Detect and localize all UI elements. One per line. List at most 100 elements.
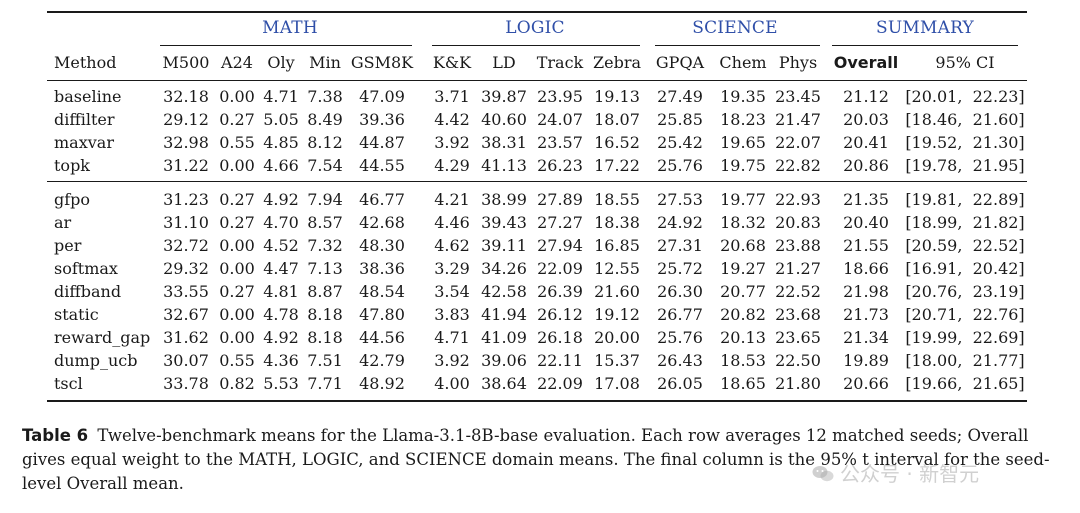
header-method: Method [54,53,117,72]
table-cell: 4.52 [263,236,299,255]
table-cell: 3.29 [434,259,470,278]
table-cell: 25.76 [657,328,703,347]
row-method: diffband [54,282,122,301]
table-cell: 8.49 [307,110,343,129]
table-cell: 40.60 [481,110,527,129]
table-cell: 4.47 [263,259,299,278]
column-header: LD [492,53,516,72]
group-title-science: SCIENCE [692,18,778,38]
table-cell: 4.66 [263,156,299,175]
table-cell: 38.99 [481,190,527,209]
table-cell: 32.18 [163,87,209,106]
table-cell: 0.00 [219,328,255,347]
row-method: ar [54,213,72,232]
table-cell: 42.79 [359,351,405,370]
table-cell: 20.66 [843,374,889,393]
table-cell: 0.55 [219,351,255,370]
column-header: Track [536,53,584,72]
table-cell: 18.65 [720,374,766,393]
table-cell: 25.85 [657,110,703,129]
table-cell: 19.12 [594,305,640,324]
table-cell: 24.92 [657,213,703,232]
table-cell: 23.95 [537,87,583,106]
table-cell: [20.71, 22.76] [905,305,1025,324]
table-cell: 4.36 [263,351,299,370]
table-cell: 0.00 [219,156,255,175]
table-cell: 23.57 [537,133,583,152]
column-header: Overall [833,53,899,72]
table-cell: 18.53 [720,351,766,370]
table-cell: 3.92 [434,351,470,370]
table-cell: 27.31 [657,236,703,255]
table-cell: 48.92 [359,374,405,393]
column-header: GSM8K [350,53,414,72]
table-cell: 7.32 [307,236,343,255]
table-cell: 20.13 [720,328,766,347]
column-header: Phys [778,53,818,72]
table-cell: 47.09 [359,87,405,106]
table-cell: 26.18 [537,328,583,347]
table-cell: 23.88 [775,236,821,255]
column-header: A24 [221,53,253,72]
table-cell: 24.07 [537,110,583,129]
table-cell: 22.07 [775,133,821,152]
table-cell: 4.21 [434,190,470,209]
table-cell: 18.32 [720,213,766,232]
table-cell: 23.68 [775,305,821,324]
table-cell: 4.92 [263,328,299,347]
table-cell: 4.85 [263,133,299,152]
table-cell: [20.01, 22.23] [905,87,1025,106]
table-cell: 20.00 [594,328,640,347]
table-cell: 0.27 [219,282,255,301]
column-header: Chem [719,53,767,72]
table-cell: [19.78, 21.95] [905,156,1025,175]
table-cell: 47.80 [359,305,405,324]
table-cell: 0.27 [219,213,255,232]
table-cell: 3.92 [434,133,470,152]
table-cell: 4.71 [434,328,470,347]
table-cell: 25.72 [657,259,703,278]
table-cell: 8.18 [307,305,343,324]
table-cell: 21.55 [843,236,889,255]
table-cell: 16.52 [594,133,640,152]
table-cell: 4.62 [434,236,470,255]
table-cell: 4.92 [263,190,299,209]
table-cell: 18.38 [594,213,640,232]
table-cell: 21.98 [843,282,889,301]
table-cell: 26.23 [537,156,583,175]
table-cell: 21.73 [843,305,889,324]
table-cell: 26.12 [537,305,583,324]
table-cell: [20.76, 23.19] [905,282,1025,301]
table-cell: 27.27 [537,213,583,232]
table-cell: 8.87 [307,282,343,301]
table-cell: 33.55 [163,282,209,301]
table-cell: 15.37 [594,351,640,370]
table-cell: 22.50 [775,351,821,370]
table-cell: 19.77 [720,190,766,209]
row-method: maxvar [54,133,114,152]
header-bottom-rule [47,80,1027,81]
table-cell: 19.89 [843,351,889,370]
table-cell: 26.43 [657,351,703,370]
row-method: reward_gap [54,328,151,347]
group-line-science [655,45,820,46]
watermark-text: 公众号 · 新智元 [840,462,980,486]
table-cell: 42.58 [481,282,527,301]
table-cell: 44.55 [359,156,405,175]
table-cell: 21.27 [775,259,821,278]
table-cell: [18.46, 21.60] [905,110,1025,129]
table-cell: 4.71 [263,87,299,106]
table-top-rule [47,11,1027,13]
table-cell: 26.30 [657,282,703,301]
table-cell: 0.00 [219,259,255,278]
table-cell: 21.34 [843,328,889,347]
table-cell: 21.12 [843,87,889,106]
table-cell: 31.10 [163,213,209,232]
table-cell: 22.11 [537,351,583,370]
table-cell: 7.38 [307,87,343,106]
table-cell: 38.36 [359,259,405,278]
table-cell: 7.94 [307,190,343,209]
table-cell: 39.11 [481,236,527,255]
table-cell: 3.83 [434,305,470,324]
column-header: Oly [267,53,295,72]
